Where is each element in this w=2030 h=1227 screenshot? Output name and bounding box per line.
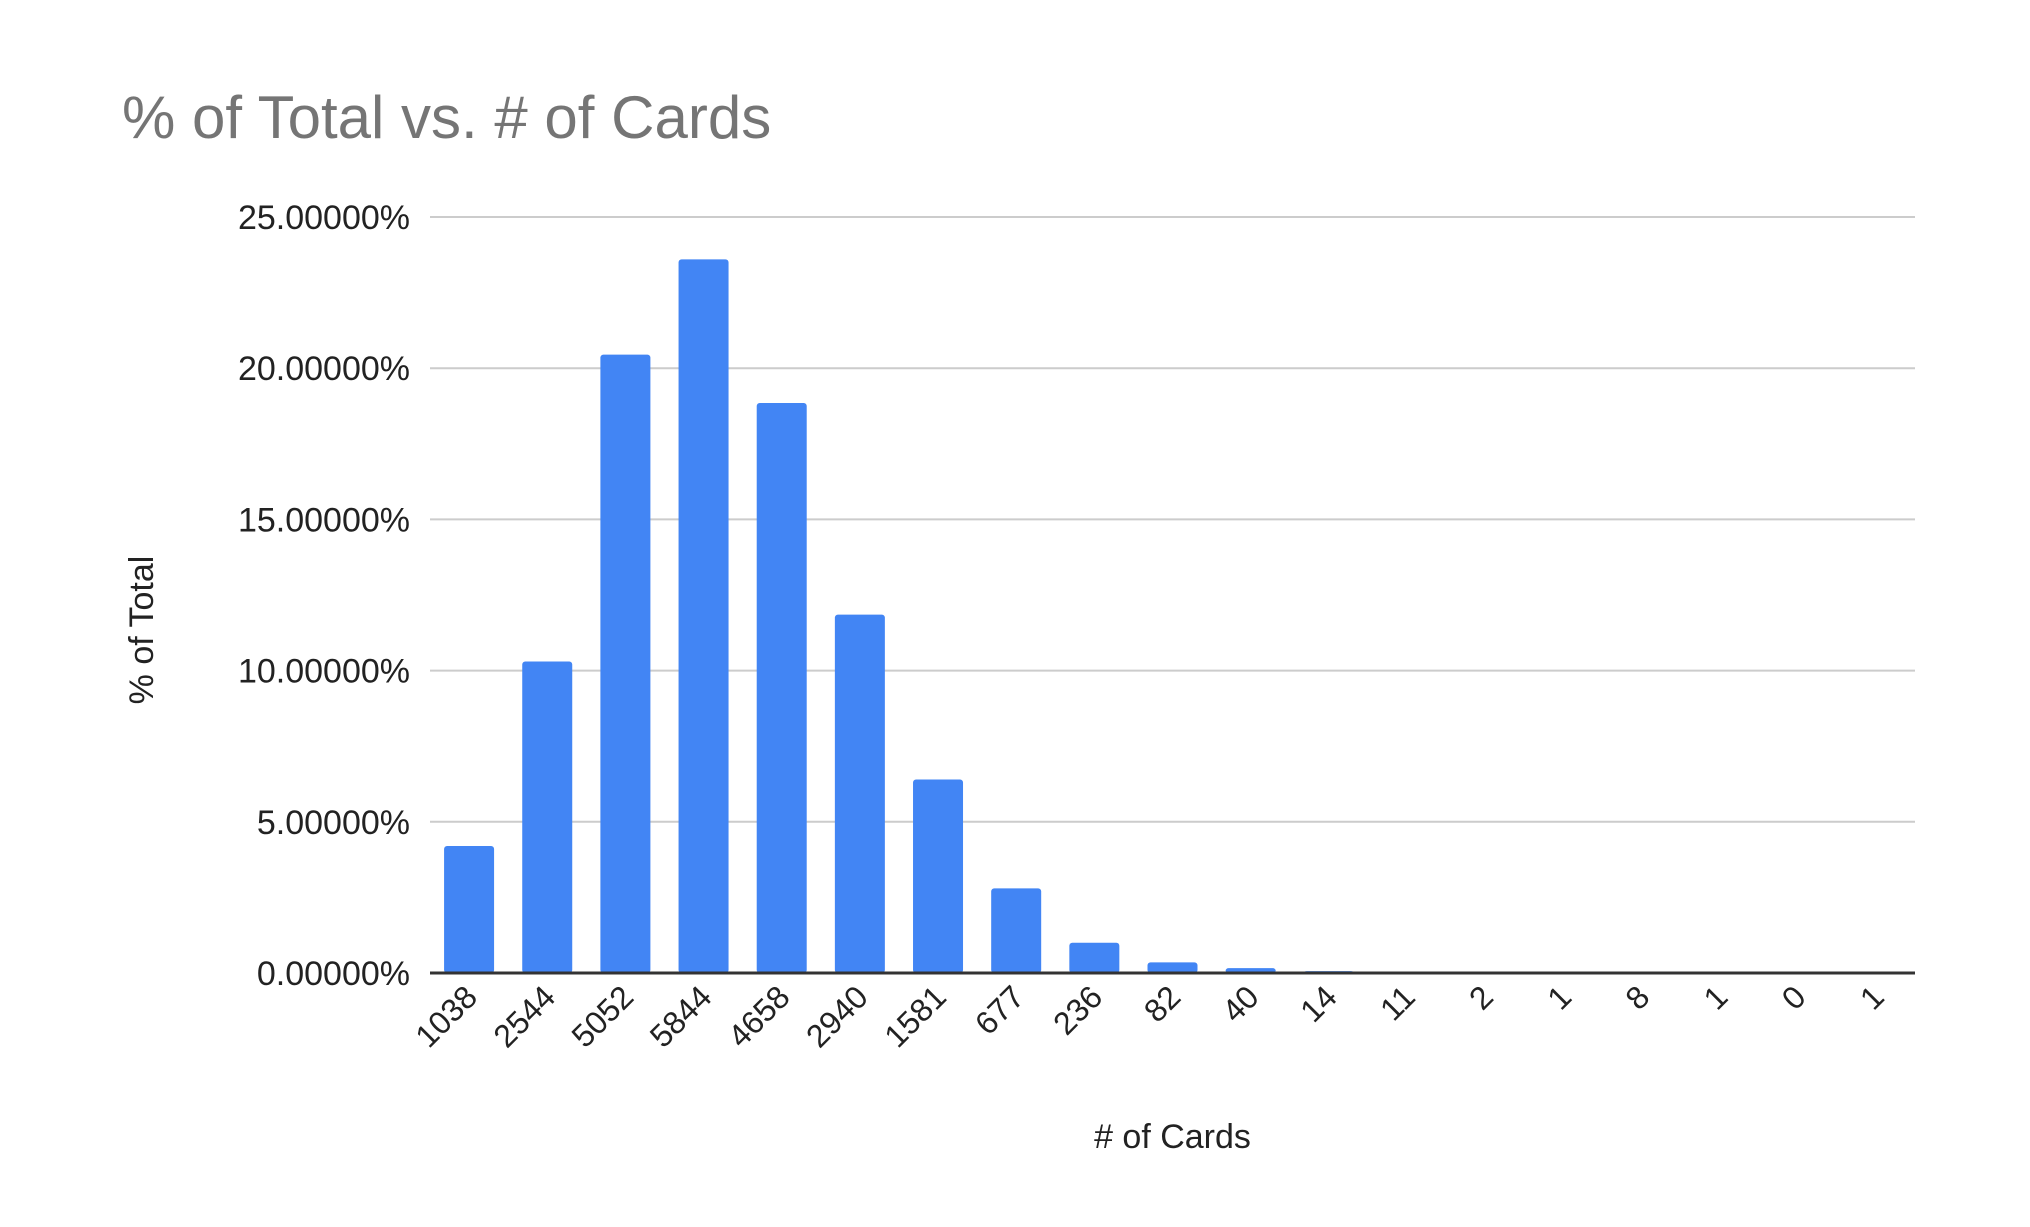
x-tick-label: 2 (1462, 978, 1500, 1016)
x-tick-label: 1581 (877, 978, 953, 1054)
x-axis-label: # of Cards (1094, 1118, 1251, 1156)
x-tick-label: 236 (1046, 978, 1109, 1041)
bar (1069, 942, 1120, 973)
gridlines (430, 216, 1915, 823)
x-tick-label: 82 (1137, 978, 1188, 1029)
y-tick-label: 20.00000% (238, 350, 410, 388)
x-tick-label: 1 (1540, 978, 1578, 1016)
y-tick-label: 15.00000% (238, 501, 410, 539)
x-tick-label: 5844 (643, 978, 719, 1054)
bars (444, 259, 1667, 973)
x-tick-label: 2940 (799, 978, 875, 1054)
x-tick-label: 677 (968, 978, 1031, 1041)
x-tick-label: 4658 (721, 978, 797, 1054)
bar (1147, 962, 1198, 973)
x-tick-label: 1038 (408, 978, 484, 1054)
x-tick-label: 1 (1697, 978, 1735, 1016)
y-tick-label: 25.00000% (238, 199, 410, 237)
y-tick-label: 5.00000% (257, 804, 410, 842)
bar (444, 845, 495, 973)
bar (834, 614, 885, 973)
bar (991, 888, 1042, 973)
y-axis-label: % of Total (123, 556, 161, 705)
x-tick-label: 0 (1775, 978, 1813, 1016)
x-tick-label: 40 (1215, 978, 1266, 1029)
x-tick-label: 5052 (565, 978, 641, 1054)
x-axis-ticks: 1038 2544 5052 5844 4658 2940 1581 677 236 82 40 14… (408, 978, 1891, 1054)
y-tick-label: 0.00000% (257, 955, 410, 993)
y-axis-ticks: 0.00000% 5.00000% 10.00000% 15.00000% 20.000… (238, 199, 410, 993)
bar (522, 661, 573, 973)
x-tick-label: 14 (1293, 978, 1344, 1029)
chart-title: % of Total vs. # of Cards (122, 84, 772, 151)
x-tick-label: 8 (1618, 978, 1656, 1016)
y-tick-label: 10.00000% (238, 653, 410, 691)
bar (678, 259, 729, 973)
x-tick-label: 11 (1373, 978, 1422, 1027)
x-tick-label: 2544 (486, 978, 562, 1054)
bar (756, 402, 807, 973)
bar (913, 779, 964, 973)
bar (600, 354, 651, 973)
x-tick-label: 1 (1853, 978, 1891, 1016)
